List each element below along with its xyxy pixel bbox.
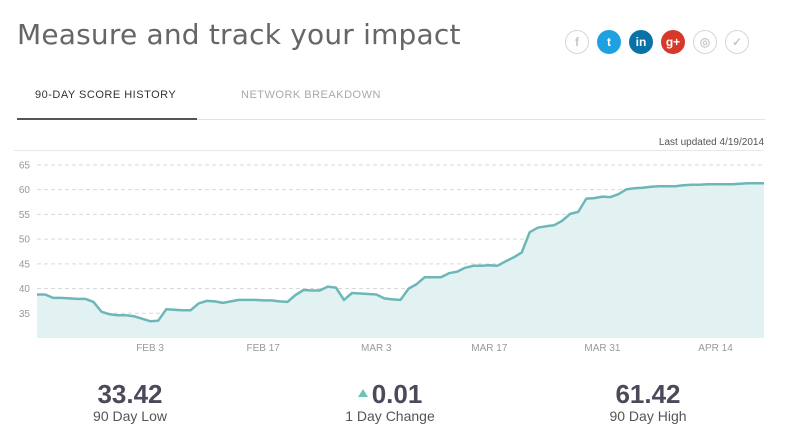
x-tick-label: MAR 3: [361, 343, 392, 354]
last-updated-label: Last updated 4/19/2014: [658, 137, 764, 148]
facebook-icon[interactable]: f: [565, 30, 589, 54]
y-tick-label: 35: [19, 309, 31, 320]
tab-bar: 90-DAY SCORE HISTORY NETWORK BREAKDOWN: [17, 78, 765, 120]
x-tick-label: MAR 31: [584, 343, 621, 354]
score-line: [37, 181, 764, 323]
klout-icon[interactable]: ✓: [725, 30, 749, 54]
instagram-icon[interactable]: ◎: [693, 30, 717, 54]
stat-high-label: 90 Day High: [609, 408, 687, 424]
stat-change-label: 1 Day Change: [345, 408, 435, 424]
y-tick-label: 50: [19, 235, 31, 246]
stat-low: 33.42 90 Day Low: [30, 380, 230, 424]
x-tick-label: MAR 17: [471, 343, 508, 354]
y-tick-label: 55: [19, 210, 31, 221]
stat-high: 61.42 90 Day High: [548, 380, 748, 424]
stat-change: 0.01 1 Day Change: [290, 380, 490, 424]
x-tick-label: FEB 3: [136, 343, 164, 354]
y-tick-label: 65: [19, 160, 31, 171]
score-area: [37, 183, 764, 338]
social-share-bar: f t in g+ ◎ ✓: [565, 30, 749, 54]
stat-low-label: 90 Day Low: [93, 408, 167, 424]
x-tick-label: APR 14: [698, 343, 733, 354]
x-tick-label: FEB 17: [246, 343, 280, 354]
page-title: Measure and track your impact: [17, 18, 461, 51]
tab-network-breakdown[interactable]: NETWORK BREAKDOWN: [241, 89, 381, 101]
stat-high-value: 61.42: [615, 379, 681, 409]
y-tick-label: 60: [19, 185, 31, 196]
linkedin-icon[interactable]: in: [629, 30, 653, 54]
y-tick-label: 40: [19, 284, 31, 295]
score-history-chart: 35 40 45 50 55 60 65 FEB 3 FEB 17 MAR 3 MAR 17 MAR …: [14, 150, 764, 354]
stat-low-value: 33.42: [97, 379, 163, 409]
tab-score-history[interactable]: 90-DAY SCORE HISTORY: [17, 78, 197, 120]
google-plus-icon[interactable]: g+: [661, 30, 685, 54]
up-arrow-icon: [357, 389, 368, 398]
y-tick-label: 45: [19, 259, 31, 270]
twitter-icon[interactable]: t: [597, 30, 621, 54]
stat-change-value: 0.01: [371, 379, 423, 409]
